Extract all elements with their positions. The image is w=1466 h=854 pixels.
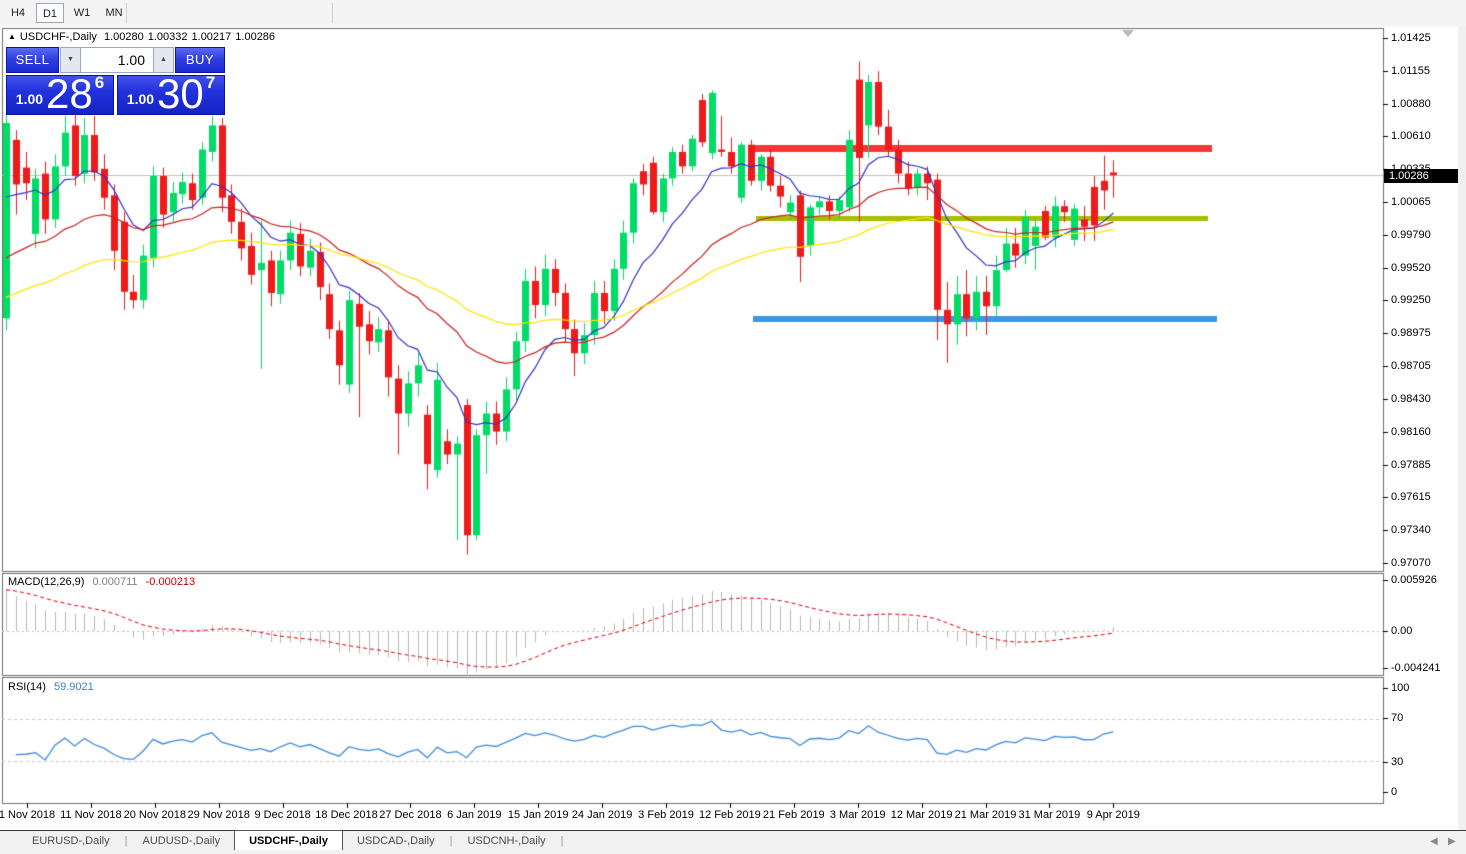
date-axis-label: 27 Dec 2018 [379,809,442,821]
price-axis-label: 1.00610 [1391,130,1431,143]
rsi-axis-label: 0 [1391,786,1398,798]
price-axis-label: 1.00065 [1391,195,1431,208]
buy-price-pip: 7 [205,73,216,92]
buy-button[interactable]: BUY [175,47,225,73]
price-axis-label: 1.00880 [1391,97,1431,110]
rsi-value: 59.9021 [53,681,94,693]
ohlc-high: 1.00332 [147,31,188,43]
chart-tab-USDCHFDaily[interactable]: USDCHF-,Daily [234,830,343,850]
price-axis-label: 1.01155 [1391,64,1430,77]
sell-price-display[interactable]: 1.00 28 6 [6,70,114,117]
chart-tab-AUDUSDDaily[interactable]: AUDUSD-,Daily [142,835,221,847]
macd-indicator-label: MACD(12,26,9) 0.000711 -0.000213 [8,576,195,588]
sell-button[interactable]: SELL [6,47,59,73]
current-price-tag: 1.00286 [1384,169,1461,183]
macd-name: MACD(12,26,9) [8,576,85,588]
price-axis-label: 0.97885 [1391,458,1431,471]
chart-title: ▲ USDCHF-,Daily 1.00280 1.00332 1.00217 1.00… [8,31,279,43]
macd-value-main: 0.000711 [92,576,138,588]
date-axis-label: 29 Nov 2018 [187,809,250,821]
chart-tab-EURUSDDaily[interactable]: EURUSD-,Daily [32,835,110,847]
lot-size-input[interactable]: 1.00 [80,47,154,73]
chart-tab-USDCNHDaily[interactable]: USDCNH-,Daily [467,835,546,847]
window-edge-strip [1458,26,1466,830]
tab-separator: | [449,835,453,847]
rsi-axis-label: 100 [1391,682,1410,694]
macd-axis-label: 0.005926 [1391,574,1437,586]
ohlc-open: 1.00280 [103,31,144,43]
date-axis-label: 31 Mar 2019 [1018,809,1081,821]
date-axis-label: 24 Jan 2019 [571,809,633,821]
date-axis-label: 1 Nov 2018 [0,809,56,821]
price-axis-label: 0.98975 [1391,327,1431,340]
date-axis-label: 21 Feb 2019 [762,809,825,821]
buy-price-display[interactable]: 1.00 30 7 [117,70,225,117]
one-click-trading-panel: SELL ▼ 1.00 ▲ BUY 1.00 28 6 1.00 30 7 [6,47,225,115]
date-axis-label: 3 Mar 2019 [829,809,886,821]
date-axis-label: 15 Jan 2019 [507,809,569,821]
tab-separator: | [560,835,564,847]
sell-price-pip: 6 [94,73,105,92]
date-axis-label: 11 Nov 2018 [60,809,122,821]
date-axis-label: 20 Nov 2018 [123,809,186,821]
date-axis-label: 6 Jan 2019 [447,809,502,821]
macd-axis-label: -0.004241 [1391,662,1441,674]
ohlc-low: 1.00217 [191,31,232,43]
date-axis-label: 9 Apr 2019 [1086,809,1140,821]
price-axis-label: 0.97340 [1391,524,1431,537]
ohlc-close: 1.00286 [235,31,276,43]
price-axis-label: 0.99520 [1391,261,1431,274]
price-axis-label: 0.98160 [1391,425,1431,438]
scroll-tabs-left-button[interactable]: ◀ [1430,836,1438,847]
date-axis-label: 9 Dec 2018 [254,809,311,821]
price-axis-label: 1.01425 [1391,32,1431,44]
chart-symbol-label: USDCHF-,Daily [19,31,97,43]
chart-tab-bar: EURUSD-,Daily | AUDUSD-,Daily USDCHF-,Daily… [0,830,1466,854]
price-axis-label: 0.99790 [1391,229,1431,242]
buy-price-prefix: 1.00 [126,91,155,107]
tab-separator: | [124,835,128,847]
collapse-panel-icon[interactable]: ▲ [8,32,16,41]
date-axis-label: 12 Feb 2019 [699,809,761,821]
sell-price-prefix: 1.00 [15,91,44,107]
chart-tab-USDCADDaily[interactable]: USDCAD-,Daily [356,835,435,847]
sell-price-big: 28 [46,70,93,117]
macd-axis-label: 0.00 [1391,625,1413,637]
macd-value-signal: -0.000213 [145,576,196,588]
chart-tabs: EURUSD-,Daily | AUDUSD-,Daily USDCHF-,Daily… [18,830,565,854]
rsi-indicator-label: RSI(14) 59.9021 [8,681,94,693]
lot-stepper-up[interactable]: ▲ [153,47,174,73]
date-axis-label: 18 Dec 2018 [315,809,378,821]
buy-price-big: 30 [157,70,204,117]
price-axis-label: 0.97070 [1391,557,1431,569]
price-axis-label: 0.99250 [1391,294,1431,307]
date-axis-label: 21 Mar 2019 [954,809,1017,821]
scroll-tabs-right-button[interactable]: ▶ [1448,836,1456,847]
price-axis-label: 0.98705 [1391,359,1431,372]
rsi-name: RSI(14) [8,681,46,693]
rsi-axis-label: 70 [1391,712,1404,724]
date-axis-label: 3 Feb 2019 [638,809,694,821]
price-axis-label: 0.98430 [1391,393,1431,406]
rsi-axis-label: 30 [1391,756,1404,768]
date-axis-label: 12 Mar 2019 [890,809,953,821]
price-axis-label: 0.97615 [1391,491,1431,504]
